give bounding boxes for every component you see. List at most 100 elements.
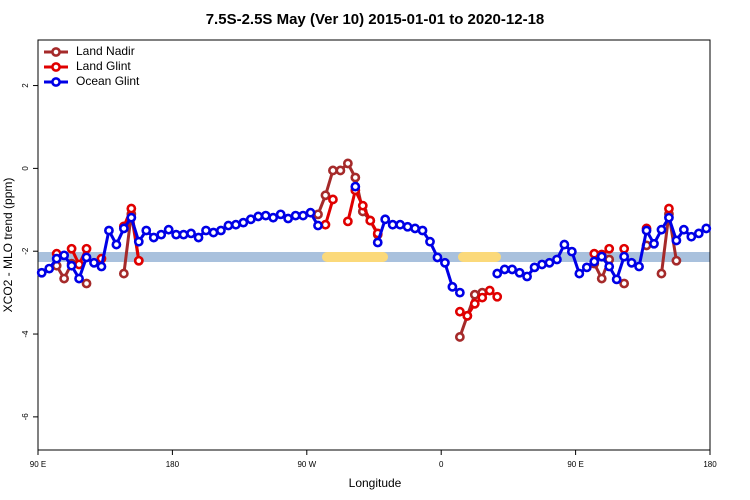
data-point [245, 214, 256, 225]
data-point [111, 239, 122, 250]
data-point [328, 194, 338, 205]
data-point [454, 332, 465, 342]
data-point [552, 254, 562, 265]
data-point [328, 165, 338, 176]
data-point [372, 237, 383, 248]
data-point [126, 203, 137, 214]
data-point [395, 219, 406, 230]
data-point [133, 255, 144, 266]
data-point [581, 262, 592, 273]
data-point [357, 200, 368, 211]
y-tick-label: 2 [21, 83, 30, 88]
data-point [537, 259, 547, 270]
data-point [148, 232, 159, 243]
data-point [417, 225, 428, 236]
data-point [678, 224, 689, 235]
data-point [701, 223, 712, 234]
data-point [283, 213, 294, 224]
data-point [559, 239, 570, 250]
data-point [171, 229, 182, 240]
y-axis-label: XCO2 - MLO trend (ppm) [1, 178, 15, 313]
data-point [238, 217, 249, 228]
x-axis-label: Longitude [349, 476, 402, 490]
data-point [178, 229, 189, 240]
data-point [186, 228, 196, 239]
data-point [260, 210, 271, 221]
data-point [298, 210, 308, 221]
data-point [522, 271, 532, 282]
data-point [611, 274, 622, 285]
data-point [163, 224, 174, 235]
data-point [454, 287, 465, 298]
data-point [649, 238, 659, 249]
legend-label: Land Nadir [76, 44, 135, 58]
data-point [141, 225, 152, 236]
data-point [275, 209, 286, 220]
x-tick-label: 180 [166, 460, 180, 469]
data-point [619, 278, 630, 289]
y-tick-label: -2 [21, 247, 30, 255]
data-point [462, 310, 473, 321]
data-point [74, 273, 84, 284]
data-point [596, 273, 607, 284]
legend-label: Land Glint [76, 59, 131, 73]
data-point [335, 165, 346, 176]
data-point [268, 212, 279, 223]
data-point [342, 158, 353, 169]
legend-marker [51, 47, 61, 57]
data-point [484, 285, 495, 296]
chart-title: 7.5S-2.5S May (Ver 10) 2015-01-01 to 202… [206, 11, 545, 28]
data-point [619, 251, 630, 262]
data-point [320, 190, 331, 201]
data-point [425, 236, 435, 247]
data-point [447, 281, 458, 292]
data-point [201, 225, 211, 236]
data-point [118, 223, 129, 234]
x-tick-label: 0 [439, 460, 444, 469]
data-point [641, 225, 652, 236]
legend-marker [51, 77, 61, 87]
data-point [387, 219, 398, 230]
data-point [59, 250, 70, 261]
data-point [589, 256, 600, 267]
data-point [104, 225, 114, 236]
data-point [66, 260, 77, 271]
data-point [365, 215, 376, 226]
data-point [604, 243, 615, 254]
data-point [529, 262, 540, 273]
data-point [440, 257, 450, 268]
data-point [671, 235, 682, 246]
data-point [133, 236, 144, 247]
surface-band [38, 252, 710, 262]
data-point [81, 252, 92, 263]
data-point [454, 306, 465, 317]
data-point [342, 216, 353, 227]
data-point [230, 219, 241, 230]
data-point [596, 251, 607, 262]
x-tick-label: 90 E [30, 460, 46, 469]
data-point [507, 264, 518, 275]
land-band [322, 252, 388, 262]
x-tick-label: 180 [703, 460, 717, 469]
data-point [59, 273, 70, 284]
data-point [36, 267, 47, 278]
data-point [118, 268, 129, 279]
series-line [55, 161, 678, 338]
data-point [671, 255, 682, 266]
data-point [305, 207, 316, 218]
data-point [51, 253, 62, 264]
data-point [626, 257, 637, 268]
data-point [469, 289, 480, 300]
data-point [208, 227, 219, 238]
y-tick-label: 0 [21, 166, 30, 171]
data-point [81, 243, 92, 254]
data-point [66, 243, 77, 254]
y-tick-label: -6 [21, 413, 30, 421]
data-point [664, 203, 674, 214]
data-point [686, 231, 697, 242]
data-point [402, 221, 413, 232]
data-point [693, 228, 704, 239]
data-point [566, 246, 577, 257]
x-tick-label: 90 E [567, 460, 583, 469]
data-point [514, 267, 525, 278]
